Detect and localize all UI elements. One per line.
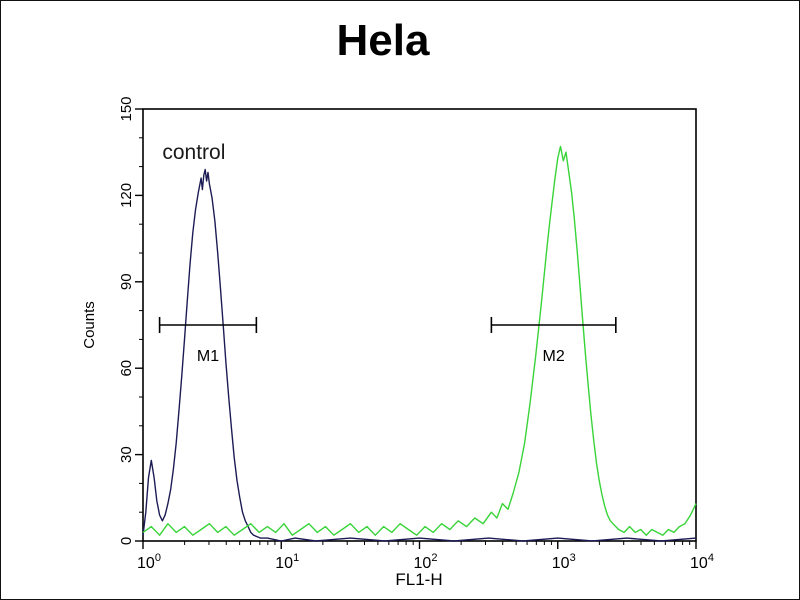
annotations: control bbox=[162, 141, 225, 164]
x-axis: 100 101 102 103 104 bbox=[137, 541, 714, 572]
gate-label: M1 bbox=[197, 348, 219, 365]
control-annotation: control bbox=[162, 141, 225, 164]
y-tick-label: 120 bbox=[118, 183, 135, 208]
x-axis-label: FL1-H bbox=[395, 570, 442, 589]
x-tick-label: 103 bbox=[552, 552, 576, 572]
y-tick-label: 150 bbox=[118, 96, 135, 121]
x-tick-label: 104 bbox=[690, 552, 714, 572]
y-tick-label: 60 bbox=[118, 360, 135, 377]
y-axis: 0 30 60 90 120 150 bbox=[118, 96, 143, 545]
gate-markers: M1 M2 bbox=[158, 317, 617, 365]
gate-label: M2 bbox=[542, 348, 564, 365]
histogram-curve bbox=[142, 145, 697, 536]
y-tick-label: 30 bbox=[118, 446, 135, 463]
x-tick-label: 101 bbox=[275, 552, 299, 572]
y-tick-label: 90 bbox=[118, 273, 135, 290]
y-axis-label: Counts bbox=[81, 301, 98, 349]
x-tick-label: 100 bbox=[137, 552, 161, 572]
histogram-curve bbox=[142, 168, 697, 542]
histogram-curves bbox=[142, 145, 697, 542]
y-tick-label: 0 bbox=[118, 537, 135, 545]
x-tick-label: 102 bbox=[414, 552, 438, 572]
chart-title: Hela bbox=[337, 16, 430, 65]
